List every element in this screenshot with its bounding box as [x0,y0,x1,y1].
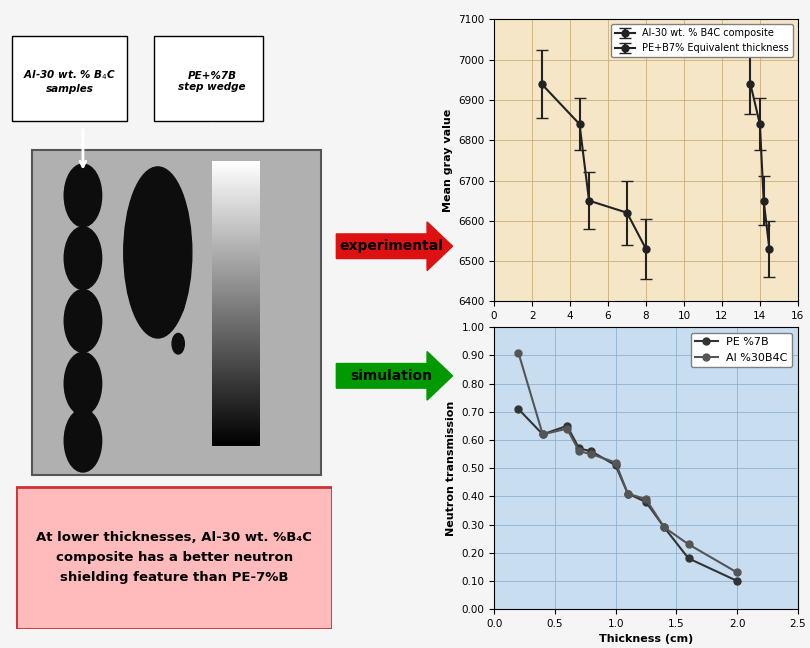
PE %7B [562,422,572,430]
Legend: Al-30 wt. % B4C composite, PE+B7% Equivalent thickness: Al-30 wt. % B4C composite, PE+B7% Equiva… [612,25,793,57]
Al %30B4C [586,450,596,458]
Circle shape [64,410,101,472]
Al %30B4C [623,490,633,498]
Text: experimental: experimental [339,239,444,253]
PE %7B [659,524,669,531]
X-axis label: Thickness (mm): Thickness (mm) [596,327,696,336]
PE %7B [538,430,548,438]
Circle shape [64,290,101,353]
Al %30B4C [562,425,572,433]
Text: simulation: simulation [351,369,433,383]
FancyArrow shape [336,351,453,400]
Circle shape [172,334,185,354]
Line: Al %30B4C: Al %30B4C [515,349,740,576]
FancyArrow shape [336,222,453,271]
PE %7B [514,405,523,413]
Line: PE %7B: PE %7B [515,406,740,584]
Al %30B4C [574,447,584,455]
Legend: PE %7B, Al %30B4C: PE %7B, Al %30B4C [691,333,792,367]
FancyBboxPatch shape [155,36,263,121]
Text: PE+%7B
step wedge: PE+%7B step wedge [178,71,246,92]
Text: At lower thicknesses, Al-30 wt. %B₄C
composite has a better neutron
shielding fe: At lower thicknesses, Al-30 wt. %B₄C com… [36,531,312,584]
Al %30B4C [659,524,669,531]
Al %30B4C [684,540,693,548]
Ellipse shape [124,167,192,338]
PE %7B [684,555,693,562]
PE %7B [732,577,742,584]
Circle shape [64,164,101,227]
X-axis label: Thickness (cm): Thickness (cm) [599,634,693,644]
Y-axis label: Mean gray value: Mean gray value [442,109,453,212]
Y-axis label: Neutron transmission: Neutron transmission [446,400,456,536]
Al %30B4C [642,495,651,503]
Al %30B4C [538,430,548,438]
PE %7B [611,461,620,469]
FancyBboxPatch shape [16,487,332,629]
Al %30B4C [611,459,620,467]
FancyBboxPatch shape [32,150,321,475]
PE %7B [623,490,633,498]
Text: Al-30 wt. % B$_4$C
samples: Al-30 wt. % B$_4$C samples [23,69,116,94]
Circle shape [64,353,101,415]
Circle shape [172,294,185,314]
Al %30B4C [514,349,523,356]
Al %30B4C [732,568,742,576]
PE %7B [574,445,584,452]
PE %7B [642,498,651,506]
Circle shape [64,227,101,290]
FancyBboxPatch shape [11,36,127,121]
PE %7B [586,447,596,455]
